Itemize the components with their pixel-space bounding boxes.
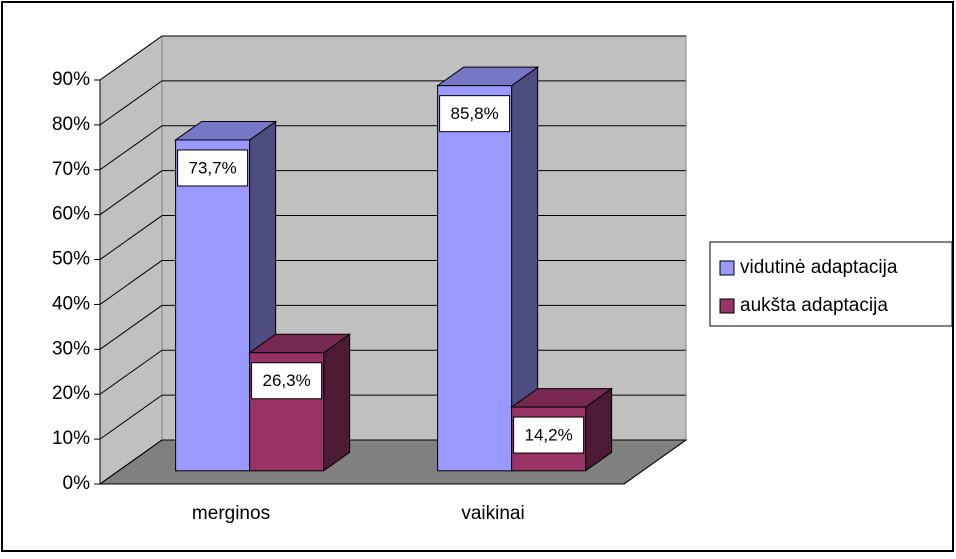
grid-line bbox=[99, 170, 163, 216]
y-tick-label: 40% bbox=[52, 293, 90, 314]
grid-line bbox=[99, 215, 163, 260]
legend-box bbox=[709, 241, 953, 327]
x-tick-label: vaikinai bbox=[461, 503, 524, 524]
legend-label: aukšta adaptacija bbox=[740, 295, 888, 316]
grid-line bbox=[99, 125, 163, 171]
grid-line bbox=[99, 394, 163, 440]
y-tick-label: 70% bbox=[52, 159, 90, 180]
grid-line bbox=[99, 304, 163, 350]
floor-edge bbox=[623, 439, 687, 485]
data-label-box bbox=[439, 95, 511, 133]
grid-line bbox=[99, 260, 163, 305]
grid-line bbox=[99, 35, 163, 81]
y-tick-label: 80% bbox=[52, 114, 90, 135]
bar bbox=[175, 139, 251, 472]
legend-label: vidutinė adaptacija bbox=[740, 257, 898, 278]
y-tick-label: 20% bbox=[52, 383, 90, 404]
y-tick-label: 0% bbox=[63, 473, 91, 494]
y-tick-label: 60% bbox=[52, 204, 90, 225]
data-label: 14,2% bbox=[524, 426, 572, 445]
legend-swatch bbox=[719, 298, 735, 314]
data-label-box bbox=[251, 362, 323, 400]
y-tick-label: 50% bbox=[52, 249, 90, 270]
y-tick-label: 90% bbox=[52, 69, 90, 90]
data-label-box bbox=[177, 149, 249, 187]
data-label: 85,8% bbox=[450, 104, 498, 123]
data-label: 73,7% bbox=[188, 158, 236, 177]
grid-line bbox=[99, 80, 163, 126]
grid-line bbox=[99, 439, 163, 485]
legend-swatch bbox=[719, 260, 735, 276]
data-label-box bbox=[513, 416, 585, 454]
bar-3d bbox=[436, 66, 540, 472]
y-tick-label: 30% bbox=[52, 338, 90, 359]
bar-side bbox=[323, 333, 351, 472]
bar-3d bbox=[248, 333, 352, 472]
x-tick-label: merginos bbox=[192, 503, 270, 524]
grid-line bbox=[99, 349, 163, 395]
bar bbox=[437, 85, 513, 472]
y-tick-label: 10% bbox=[52, 428, 90, 449]
data-label: 26,3% bbox=[262, 371, 310, 390]
